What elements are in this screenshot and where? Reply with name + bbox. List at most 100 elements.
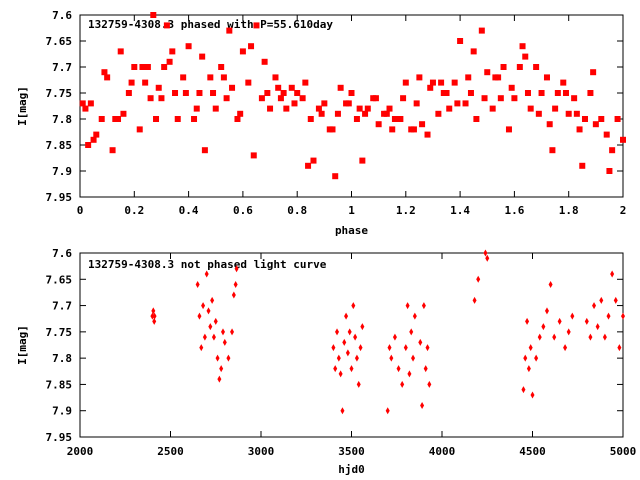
plot1-data-point — [117, 48, 124, 55]
plot2-data-point — [360, 323, 365, 331]
plot1-data-point — [264, 90, 271, 96]
plot1-data-point — [519, 43, 526, 50]
plot1-data-point — [427, 84, 434, 91]
plot2-data-point — [222, 338, 227, 346]
plot2-x-tick-label: 2000 — [67, 445, 94, 458]
plot1-x-tick-label: 0.8 — [287, 204, 307, 217]
plot2-data-point — [385, 407, 390, 415]
plot1-data-point — [258, 95, 265, 102]
plot1-data-point — [329, 126, 336, 133]
plot1-data-point — [128, 79, 135, 86]
plot1-data-point — [82, 105, 89, 112]
plot2-data-point — [342, 338, 347, 346]
plot1-data-point — [136, 126, 143, 133]
plot1-data-point — [150, 12, 157, 18]
plot1-data-point — [573, 110, 580, 117]
plot2-y-axis-label: I[mag] — [16, 325, 29, 365]
plot1-data-point — [332, 173, 339, 180]
plot1-data-point — [364, 105, 371, 112]
plot1-data-point — [220, 74, 227, 81]
plot2-data-point — [592, 302, 597, 310]
plot2-data-point — [425, 344, 430, 352]
plot1-data-point — [101, 69, 108, 76]
plot2-data-point — [349, 365, 354, 373]
plot1-y-tick-label: 7.8 — [52, 113, 72, 126]
plot2-data-point — [566, 328, 571, 336]
plot2-data-point — [530, 391, 535, 399]
plot1-data-point — [400, 95, 407, 102]
plot1-data-point — [90, 136, 97, 143]
plot2-data-point — [233, 281, 238, 289]
plot1-data-point — [443, 90, 450, 96]
plot1-data-point — [193, 105, 200, 112]
plot1-data-point — [161, 64, 168, 70]
plot2-data-point — [351, 302, 356, 310]
plot1-data-point — [334, 110, 341, 117]
plot1-data-point — [272, 74, 279, 81]
plot1-data-point — [484, 69, 491, 76]
plot1-data-point — [478, 27, 485, 34]
plot1-data-point — [462, 100, 469, 107]
plot1-data-point — [467, 90, 474, 96]
plot2-data-point — [213, 317, 218, 325]
plot2-data-point — [476, 275, 481, 283]
plot1-data-point — [554, 90, 561, 96]
plot2-data-point — [392, 333, 397, 341]
plot1-data-point — [538, 90, 545, 96]
plot2-data-point — [231, 291, 236, 299]
plot2-data-point — [613, 296, 618, 304]
plot1-y-axis-label: I[mag] — [16, 86, 29, 126]
plot1-data-point — [533, 64, 540, 70]
plot2-data-point — [412, 312, 417, 320]
plot1-data-point — [410, 126, 417, 133]
plot1-data-point — [163, 22, 170, 29]
plot1-data-point — [120, 110, 127, 117]
plot1-y-tick-label: 7.65 — [46, 35, 73, 48]
plot1-data-point — [196, 90, 203, 96]
plot1-data-point — [353, 116, 360, 122]
plot1-data-point — [560, 79, 567, 86]
plot2-data-point — [347, 328, 352, 336]
plot2-y-tick-label: 7.65 — [46, 273, 73, 286]
plot2-data-point — [199, 344, 204, 352]
plot1-data-point — [212, 105, 219, 112]
plot1-data-point — [446, 105, 453, 112]
plot2-data-point — [204, 270, 209, 278]
plot2-data-point — [483, 249, 488, 257]
plot1-x-axis-label: phase — [335, 224, 368, 237]
plot1-data-point — [337, 84, 344, 91]
plot1-data-point — [98, 116, 105, 122]
plot1-data-point — [321, 100, 328, 107]
plot1-data-point — [416, 74, 423, 81]
plot1-data-point — [579, 162, 586, 169]
plot2-data-point — [602, 333, 607, 341]
plot1-data-point — [454, 100, 461, 107]
plot1-data-point — [112, 116, 119, 122]
plot1-data-point — [383, 110, 390, 117]
plot1-data-point — [199, 53, 206, 60]
plot2-data-point — [150, 312, 155, 320]
plot2-data-point — [226, 354, 231, 362]
plot1-data-point — [470, 48, 477, 55]
plot2-data-point — [563, 344, 568, 352]
plot2-data-point — [152, 317, 157, 325]
plot1-data-point — [587, 90, 594, 96]
plot2-data-point — [407, 370, 412, 378]
plot1-data-point — [315, 105, 322, 112]
plot2-data-point — [621, 312, 625, 320]
plot1-data-point — [237, 110, 244, 117]
plot1-data-point — [153, 116, 160, 122]
plot2-data-point — [208, 323, 213, 331]
plot2-x-tick-label: 5000 — [610, 445, 637, 458]
plot1-data-point — [229, 84, 236, 91]
plot1-data-point — [372, 95, 379, 102]
plot1-x-tick-label: 0.4 — [179, 204, 199, 217]
plot2-data-point — [354, 354, 359, 362]
plot2-data-point — [336, 354, 341, 362]
plot2-data-point — [387, 344, 392, 352]
plot2-data-point — [353, 333, 358, 341]
plot1-data-point — [109, 147, 116, 154]
plot1-data-point — [267, 105, 274, 112]
